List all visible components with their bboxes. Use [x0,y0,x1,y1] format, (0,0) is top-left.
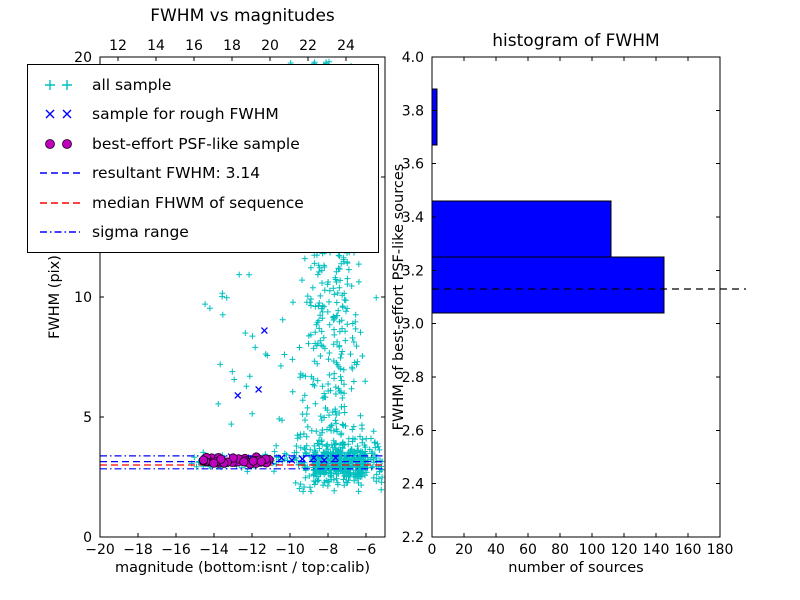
left-plot-title: FWHM vs magnitudes [150,6,335,26]
plus-marker-icon [45,79,72,90]
legend-label-rough-fwhm: sample for rough FWHM [92,105,279,124]
histogram-bar-0 [431,256,665,314]
histogram-bar-3 [431,88,438,146]
psf-sample-points [198,452,274,469]
left-xtick-label: −8 [318,542,339,558]
left-ytick-label: 0 [83,530,92,546]
right-ytick-label: 3.2 [402,263,424,279]
circle-marker-icon [45,138,72,149]
right-ytick-label: 2.8 [402,370,424,386]
right-ytick-label: 2.2 [402,530,424,546]
right-xtick-label: 60 [519,542,537,558]
left-ytick-label: 10 [74,290,92,306]
left-top-xtick-label: 14 [147,38,165,54]
right-ytick-label: 4.0 [402,50,424,66]
right-plot-title: histogram of FWHM [492,31,660,51]
right-ytick-label: 3.4 [402,210,424,226]
right-xtick-label: 20 [455,542,473,558]
red-dashed-line-icon [40,202,80,204]
left-xtick-label: −18 [123,542,153,558]
left-top-xtick-label: 18 [223,38,241,54]
dashdot-line-icon [40,231,80,233]
right-plot: 0 20 40 60 80 100 120 140 160 180 2.2 2.4 2.6 2.8 3.0 3… [402,50,746,558]
left-ytick-label: 20 [74,50,92,66]
right-ytick-label: 2.4 [402,477,424,493]
right-xtick-label: 0 [428,542,437,558]
legend-item-rough-fwhm: sample for rough FWHM [38,105,378,123]
left-xtick-label: −14 [199,542,229,558]
legend-item-median-fwhm: median FHWM of sequence [38,194,378,212]
right-xtick-label: 180 [707,542,734,558]
legend-box: all sample sample for rough FWHM best-ef… [27,64,379,253]
right-xtick-label: 40 [487,542,505,558]
left-plot-xlabel: magnitude (bottom:isnt / top:calib) [114,560,370,576]
left-top-xtick-label: 22 [299,38,317,54]
left-xtick-label: −10 [275,542,305,558]
left-plot: −20 −18 −16 −14 −12 −10 −8 −6 12 14 16 18 20 22 24 0 5 10… [74,38,386,558]
legend-label-resultant-fwhm: resultant FWHM: 3.14 [92,164,261,183]
left-xtick-label: −12 [237,542,267,558]
legend-label-median-fwhm: median FHWM of sequence [92,193,304,212]
legend-label-psf-sample: best-effort PSF-like sample [92,134,300,153]
legend-label-all-sample: all sample [92,75,172,94]
histogram-bar-1 [431,200,612,258]
left-xtick-label: −16 [161,542,191,558]
right-ytick-label: 3.0 [402,317,424,333]
left-top-xtick-label: 24 [337,38,355,54]
right-ytick-label: 3.8 [402,103,424,119]
right-xtick-label: 160 [675,542,702,558]
legend-item-sigma-range: sigma range [38,223,378,241]
right-xtick-label: 120 [611,542,638,558]
legend-item-psf-sample: best-effort PSF-like sample [38,135,378,153]
right-xtick-label: 80 [551,542,569,558]
right-axes-frame [431,56,721,538]
left-top-xtick-label: 12 [109,38,127,54]
right-plot-xlabel: number of sources [508,560,644,576]
left-axes-ticks [99,56,385,538]
right-xtick-label: 140 [643,542,670,558]
legend-item-resultant-fwhm: resultant FWHM: 3.14 [38,164,378,182]
legend-label-sigma-range: sigma range [92,223,189,242]
right-axes-ticks [431,56,721,538]
right-xtick-label: 100 [579,542,606,558]
right-ytick-label: 3.6 [402,157,424,173]
left-plot-ylabel: FWHM (pix) [47,255,63,339]
right-plot-ylabel: FWHM of best-effort PSF-like sources [391,163,407,431]
left-ytick-label: 5 [83,410,92,426]
blue-dashed-line-icon [40,172,80,174]
x-marker-icon [45,109,72,119]
right-ytick-label: 2.6 [402,423,424,439]
left-xtick-label: −6 [356,542,377,558]
left-xtick-label: −20 [85,542,115,558]
left-top-xtick-label: 20 [261,38,279,54]
legend-item-all-sample: all sample [38,76,378,94]
left-top-xtick-label: 16 [185,38,203,54]
